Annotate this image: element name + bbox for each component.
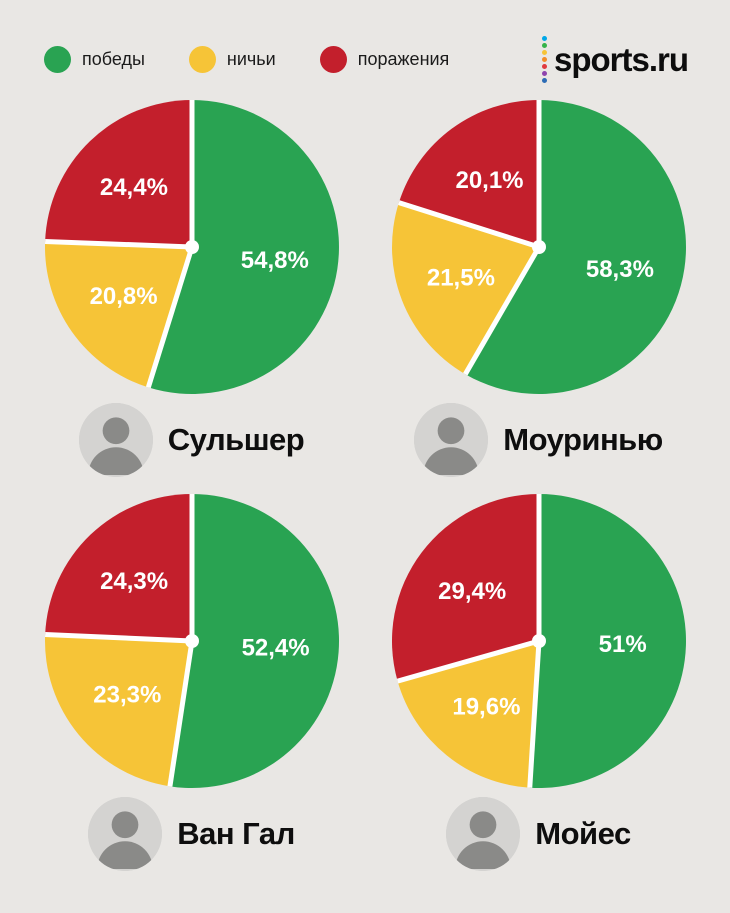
person-silhouette-icon <box>414 403 489 477</box>
person-silhouette-icon <box>446 797 521 871</box>
pie-chart-van-gaal: 52,4% 23,3% 24,3% <box>44 494 339 788</box>
person-silhouette-icon <box>88 797 163 871</box>
pie-slice-loss <box>44 99 192 247</box>
manager-name: Моуринью <box>503 422 663 457</box>
legend-label-draws: ничьи <box>226 49 276 69</box>
logo-dots-icon <box>541 36 547 83</box>
logo-dot <box>541 78 547 83</box>
pie-center-dot <box>531 240 546 254</box>
chart-cell-solskjaer: 54,8% 20,8% 24,4% Сульшер <box>18 97 365 477</box>
person-silhouette-icon <box>78 403 153 477</box>
manager-name: Ван Гал <box>177 816 295 851</box>
manager-name: Сульшер <box>167 422 305 457</box>
chart-cell-van-gaal: 52,4% 23,3% 24,3% Ван Гал <box>18 491 365 871</box>
pie-chart-solskjaer: 54,8% 20,8% 24,4% <box>44 99 339 394</box>
pie-slice-draw <box>44 634 192 787</box>
chart-cell-moyes: 51% 19,6% 29,4% Мойес <box>365 491 712 871</box>
pie-slice-win <box>147 100 339 394</box>
pie-slice-win <box>464 100 686 395</box>
slice-separator <box>44 632 192 644</box>
slice-value-label: 54,8% <box>240 247 308 274</box>
pie-slice-draw <box>397 641 539 788</box>
manager-row-van-gaal: Ван Гал <box>88 797 295 871</box>
logo-text: sports.ru <box>553 40 689 78</box>
slice-separator <box>145 246 194 389</box>
slice-value-label: 19,6% <box>452 694 520 721</box>
legend-item-draws: ничьи <box>188 46 276 73</box>
slice-value-label: 24,4% <box>99 174 167 201</box>
slice-separator <box>526 640 541 788</box>
pie-chart-mourinho: 58,3% 21,5% 20,1% <box>391 100 686 395</box>
draws-color-dot <box>188 46 216 73</box>
manager-row-mourinho: Моуринью <box>414 403 663 477</box>
header: победы ничьи поражения sports.ru <box>0 0 730 83</box>
pie-center-dot <box>184 240 199 254</box>
manager-avatar <box>88 797 163 871</box>
manager-row-solskjaer: Сульшер <box>78 403 305 477</box>
sports-ru-logo: sports.ru <box>541 36 689 83</box>
chart-cell-mourinho: 58,3% 21,5% 20,1% Моуринью <box>365 97 712 477</box>
slice-separator <box>44 238 192 250</box>
logo-dot <box>541 57 547 62</box>
manager-avatar <box>414 403 489 477</box>
slice-value-label: 20,8% <box>89 283 157 310</box>
manager-avatar <box>78 403 153 477</box>
pie-slice-loss <box>398 100 539 247</box>
logo-dot <box>541 36 547 41</box>
wins-color-dot <box>44 46 71 73</box>
pie-center-dot <box>184 634 199 648</box>
legend-label-losses: поражения <box>357 49 450 69</box>
slice-value-label: 51% <box>598 631 646 658</box>
slice-value-label: 29,4% <box>438 578 506 605</box>
legend: победы ничьи поражения <box>44 46 449 73</box>
manager-name: Мойес <box>535 816 631 851</box>
pie-slice-loss <box>391 494 539 682</box>
pie-slice-win <box>529 494 686 788</box>
slice-value-label: 52,4% <box>241 635 309 662</box>
manager-avatar <box>446 797 521 871</box>
slice-value-label: 58,3% <box>585 256 653 283</box>
pie-slice-win <box>169 494 339 788</box>
pie-slice-draw <box>44 241 192 388</box>
manager-row-moyes: Мойес <box>446 797 631 871</box>
slice-value-label: 24,3% <box>100 568 168 595</box>
logo-dot <box>541 64 547 69</box>
slice-separator <box>396 638 540 684</box>
slice-value-label: 20,1% <box>455 167 523 194</box>
slice-value-label: 21,5% <box>426 265 494 292</box>
legend-item-losses: поражения <box>319 46 450 73</box>
slice-value-label: 23,3% <box>93 682 161 709</box>
charts-grid: 54,8% 20,8% 24,4% Сульшер 58,3% 21,5% 20,1% <box>0 83 730 871</box>
logo-dot <box>541 71 547 76</box>
pie-center-dot <box>531 634 546 648</box>
pie-slice-loss <box>44 494 192 641</box>
slice-separator <box>166 640 194 787</box>
slice-separator <box>462 245 541 376</box>
pie-slice-draw <box>391 202 539 375</box>
legend-label-wins: победы <box>82 49 145 69</box>
slice-separator <box>397 200 540 250</box>
logo-dot <box>541 50 547 55</box>
pie-chart-moyes: 51% 19,6% 29,4% <box>391 494 686 788</box>
legend-item-wins: победы <box>44 46 145 73</box>
losses-color-dot <box>319 46 347 73</box>
logo-dot <box>541 43 547 48</box>
